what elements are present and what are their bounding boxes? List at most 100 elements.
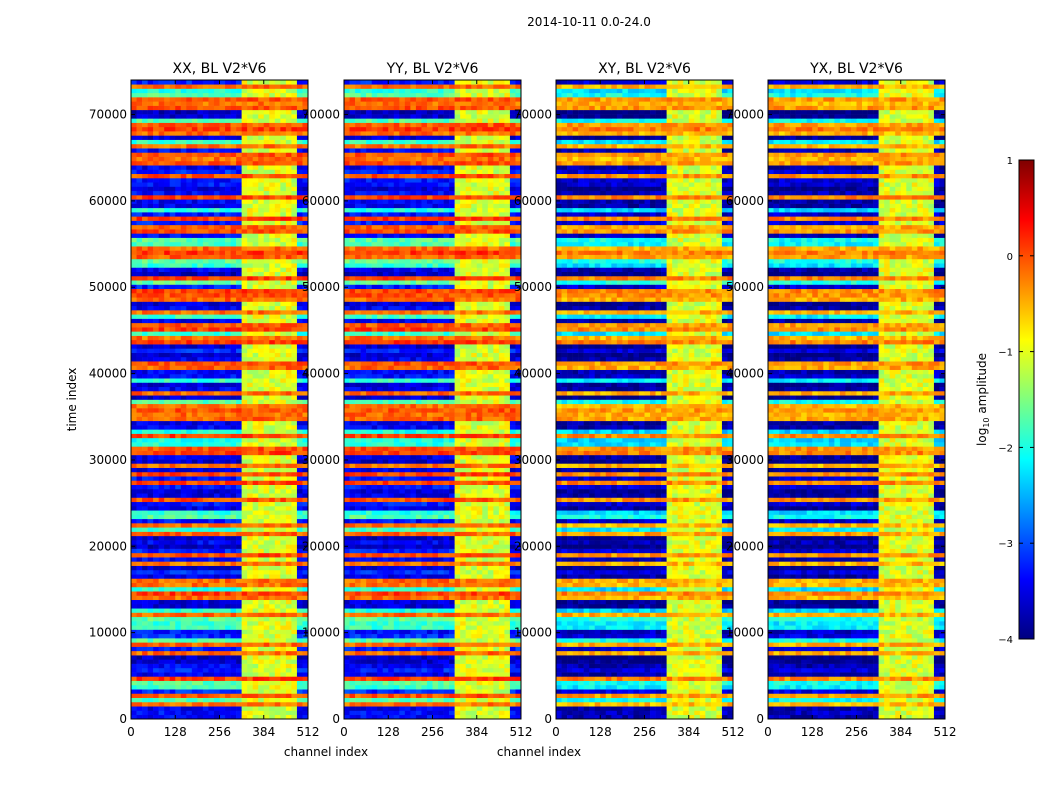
heatmap-cell: [153, 514, 159, 520]
heatmap-cell: [213, 92, 220, 98]
heatmap-cell: [142, 680, 148, 686]
heatmap-cell: [252, 122, 259, 128]
heatmap-cell: [285, 101, 292, 106]
heatmap-cell: [147, 531, 154, 537]
heatmap-cell: [136, 177, 143, 183]
heatmap-cell: [186, 659, 193, 664]
heatmap-cell: [136, 612, 143, 618]
heatmap-cell: [236, 706, 242, 711]
heatmap-cell: [169, 335, 176, 341]
heatmap-cell: [142, 173, 148, 179]
heatmap-cell: [285, 88, 292, 94]
heatmap-cell: [169, 569, 176, 575]
heatmap-cell: [247, 373, 253, 379]
heatmap-cell: [225, 301, 231, 307]
heatmap-cell: [197, 591, 204, 596]
heatmap-cell: [247, 322, 253, 328]
heatmap-cell: [258, 463, 265, 468]
heatmap-cell: [208, 216, 215, 221]
heatmap-cell: [169, 476, 176, 481]
heatmap-cell: [169, 280, 176, 285]
heatmap-cell: [225, 382, 231, 388]
heatmap-cell: [285, 625, 292, 630]
heatmap-cell: [213, 518, 220, 524]
heatmap-cell: [147, 369, 154, 375]
heatmap-cell: [291, 92, 298, 98]
heatmap-cell: [175, 271, 182, 277]
heatmap-cell: [274, 190, 281, 196]
heatmap-cell: [230, 344, 237, 349]
heatmap-cell: [291, 241, 298, 247]
heatmap-cell: [175, 331, 182, 336]
heatmap-cell: [202, 118, 209, 123]
heatmap-cell: [252, 165, 259, 170]
heatmap-cell: [230, 655, 237, 660]
heatmap-cell: [219, 582, 226, 588]
heatmap-cell: [241, 459, 248, 464]
heatmap-cell: [175, 335, 182, 341]
heatmap-cell: [197, 356, 204, 362]
heatmap-cell: [285, 233, 292, 238]
heatmap-cell: [191, 271, 198, 277]
heatmap-cell: [158, 569, 165, 575]
heatmap-cell: [241, 595, 248, 601]
heatmap-cell: [147, 399, 154, 405]
heatmap-cell: [208, 169, 215, 175]
heatmap-cell: [208, 314, 215, 319]
heatmap-cell: [291, 195, 298, 200]
heatmap-cell: [131, 152, 137, 157]
heatmap-cell: [153, 412, 159, 417]
heatmap-cell: [219, 267, 226, 272]
heatmap-cell: [241, 450, 248, 456]
heatmap-cell: [186, 591, 193, 596]
heatmap-cell: [291, 207, 298, 213]
heatmap-cell: [291, 165, 298, 170]
heatmap-cell: [285, 612, 292, 618]
heatmap-cell: [158, 676, 165, 681]
heatmap-cell: [158, 165, 165, 170]
heatmap-cell: [169, 608, 176, 613]
heatmap-cell: [153, 361, 159, 366]
heatmap-cell: [131, 514, 137, 520]
heatmap-cell: [355, 714, 361, 720]
heatmap-cell: [169, 229, 176, 234]
heatmap-cell: [280, 288, 287, 294]
heatmap-cell: [285, 595, 292, 601]
heatmap-cell: [136, 425, 143, 430]
heatmap-cell: [236, 450, 242, 456]
heatmap-cell: [131, 318, 137, 324]
heatmap-cell: [426, 697, 433, 703]
heatmap-cell: [291, 514, 298, 520]
heatmap-cell: [247, 476, 253, 481]
heatmap-cell: [230, 310, 237, 315]
y-tick-label: 40000: [89, 367, 127, 381]
heatmap-cell: [208, 493, 215, 498]
heatmap-cell: [258, 335, 265, 341]
heatmap-cell: [175, 131, 182, 136]
heatmap-cell: [258, 395, 265, 400]
heatmap-cell: [175, 186, 182, 192]
heatmap-cell: [269, 173, 276, 179]
heatmap-cell: [247, 310, 253, 315]
heatmap-cell: [147, 143, 154, 149]
heatmap-cell: [219, 416, 226, 422]
heatmap-cell: [274, 484, 281, 490]
heatmap-cell: [164, 454, 171, 460]
heatmap-cell: [180, 714, 187, 720]
heatmap-cell: [180, 535, 187, 541]
heatmap-cell: [147, 267, 154, 272]
heatmap-cell: [285, 356, 292, 362]
heatmap-cell: [197, 442, 204, 447]
heatmap-cell: [252, 301, 259, 307]
heatmap-cell: [263, 493, 270, 498]
heatmap-cell: [202, 642, 209, 647]
heatmap-cell: [131, 293, 137, 298]
heatmap-cell: [219, 706, 226, 711]
heatmap-cell: [274, 676, 281, 681]
heatmap-cell: [274, 284, 281, 290]
heatmap-cell: [158, 352, 165, 358]
heatmap-cell: [280, 706, 287, 711]
heatmap-cell: [274, 173, 281, 179]
heatmap-cell: [291, 442, 298, 447]
heatmap-cell: [197, 680, 204, 686]
